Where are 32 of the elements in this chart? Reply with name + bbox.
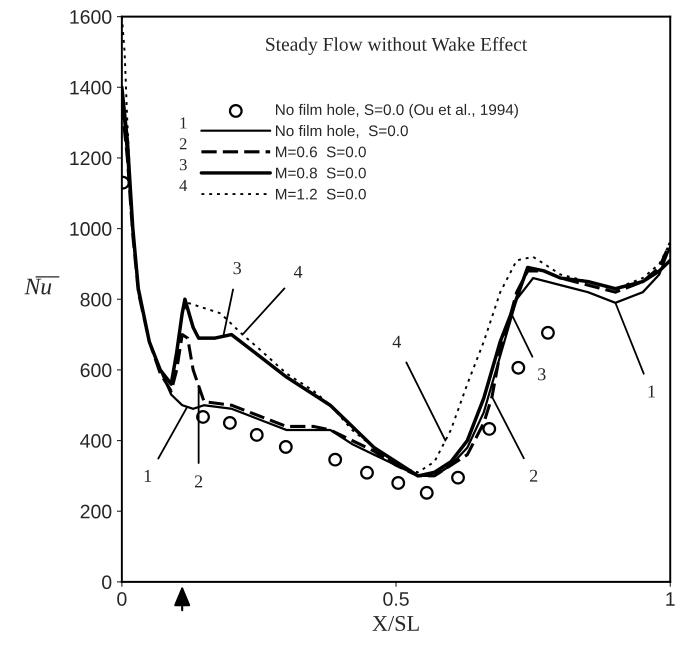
- annotation: 3: [538, 368, 546, 380]
- y-tick-label: 1400: [70, 80, 112, 95]
- annotation: 2: [530, 470, 538, 482]
- legend-label: M=1.2 S=0.0: [276, 188, 366, 200]
- legend-label: M=0.6 S=0.0: [276, 146, 366, 158]
- y-tick-label: 400: [80, 434, 112, 448]
- annotation: 3: [234, 262, 242, 274]
- annotation: 4: [179, 180, 188, 192]
- y-axis-title: N̅u̅: [24, 276, 60, 294]
- y-tick-label: 1600: [70, 10, 112, 24]
- annotation: 2: [194, 475, 202, 488]
- annotation: 4: [392, 336, 402, 348]
- y-tick-label: 0: [102, 575, 112, 590]
- y-tick-label: 1000: [70, 222, 112, 236]
- legend-label: No film hole, S=0.0 (Ou et al., 1994): [276, 104, 518, 118]
- x-axis-title: X/SL: [372, 616, 419, 631]
- y-tick-label: 1200: [70, 151, 112, 166]
- text: Steady Flow without Wake Effect: [266, 36, 528, 55]
- x-tick-label: 0.5: [383, 592, 409, 606]
- y-tick-label: 800: [80, 292, 112, 306]
- legend-label: No film hole, S=0.0: [276, 124, 408, 138]
- x-tick-label: 0: [117, 592, 127, 606]
- annotation: 4: [294, 266, 302, 278]
- y-tick-label: 200: [80, 504, 112, 518]
- annotation: 1: [648, 385, 655, 398]
- annotation: 3: [180, 159, 187, 170]
- y-tick-label: 600: [80, 363, 112, 378]
- annotation: 1: [180, 117, 186, 128]
- x-tick-label: 1: [666, 592, 675, 606]
- annotation: 1: [144, 470, 152, 482]
- legend-label: M=0.8 S=0.0: [276, 168, 366, 178]
- annotation: 2: [180, 138, 186, 150]
